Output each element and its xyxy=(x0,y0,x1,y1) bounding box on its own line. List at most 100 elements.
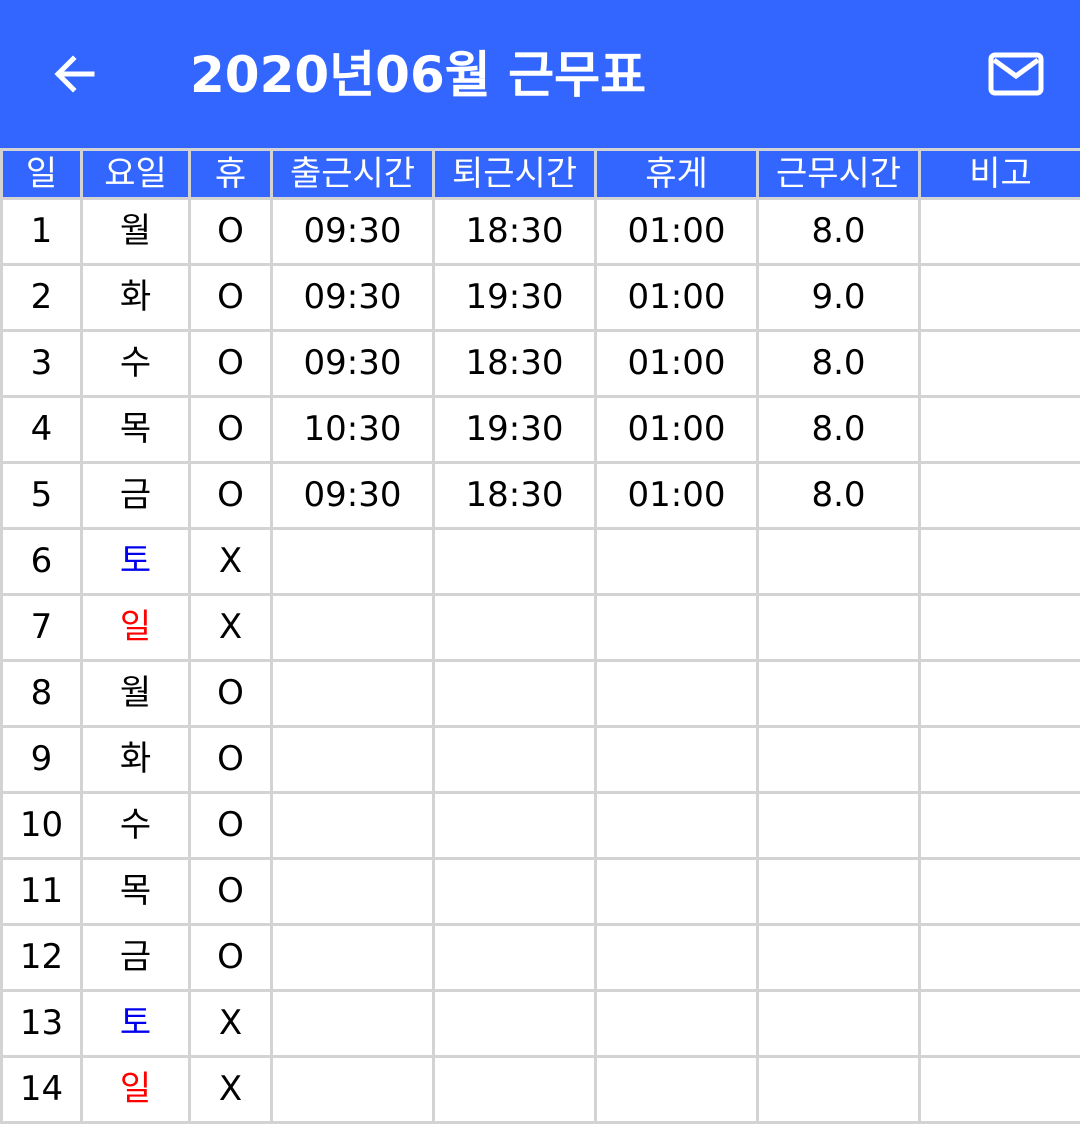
end-time-cell: 18:30 xyxy=(434,331,596,397)
rest-cell: O xyxy=(190,265,272,331)
rest-cell: O xyxy=(190,463,272,529)
rest-cell: O xyxy=(190,727,272,793)
arrow-left-icon xyxy=(50,50,98,98)
start-time-cell xyxy=(272,859,434,925)
weekday-cell: 목 xyxy=(82,397,190,463)
start-time-cell xyxy=(272,661,434,727)
column-header-day: 일 xyxy=(2,150,82,199)
end-time-cell xyxy=(434,859,596,925)
break-cell xyxy=(596,859,758,925)
start-time-cell xyxy=(272,991,434,1057)
end-time-cell: 19:30 xyxy=(434,265,596,331)
day-cell: 7 xyxy=(2,595,82,661)
work-hours-cell: 9.0 xyxy=(758,265,920,331)
break-cell xyxy=(596,661,758,727)
work-hours-cell xyxy=(758,793,920,859)
mail-button[interactable] xyxy=(982,44,1050,104)
weekday-cell: 수 xyxy=(82,793,190,859)
end-time-cell xyxy=(434,1057,596,1123)
work-hours-cell: 8.0 xyxy=(758,397,920,463)
day-cell: 12 xyxy=(2,925,82,991)
break-cell xyxy=(596,1057,758,1123)
day-cell: 11 xyxy=(2,859,82,925)
work-hours-cell xyxy=(758,595,920,661)
work-hours-cell: 8.0 xyxy=(758,331,920,397)
column-header-rest: 휴 xyxy=(190,150,272,199)
work-hours-cell xyxy=(758,859,920,925)
note-cell xyxy=(920,265,1080,331)
start-time-cell xyxy=(272,1057,434,1123)
weekday-cell: 일 xyxy=(82,595,190,661)
weekday-cell: 토 xyxy=(82,991,190,1057)
day-cell: 14 xyxy=(2,1057,82,1123)
rest-cell: O xyxy=(190,859,272,925)
rest-cell: X xyxy=(190,1057,272,1123)
work-hours-cell xyxy=(758,991,920,1057)
note-cell xyxy=(920,925,1080,991)
note-cell xyxy=(920,199,1080,265)
back-button[interactable] xyxy=(44,44,104,104)
end-time-cell: 18:30 xyxy=(434,463,596,529)
rest-cell: X xyxy=(190,991,272,1057)
day-cell: 13 xyxy=(2,991,82,1057)
work-hours-cell xyxy=(758,925,920,991)
note-cell xyxy=(920,397,1080,463)
weekday-cell: 목 xyxy=(82,859,190,925)
app-bar: 2020년06월 근무표 xyxy=(0,0,1080,148)
day-cell: 10 xyxy=(2,793,82,859)
column-header-end-time: 퇴근시간 xyxy=(434,150,596,199)
end-time-cell xyxy=(434,991,596,1057)
day-cell: 9 xyxy=(2,727,82,793)
work-hours-cell xyxy=(758,727,920,793)
end-time-cell: 19:30 xyxy=(434,397,596,463)
weekday-cell: 토 xyxy=(82,529,190,595)
break-cell: 01:00 xyxy=(596,199,758,265)
break-cell: 01:00 xyxy=(596,463,758,529)
end-time-cell xyxy=(434,793,596,859)
day-cell: 3 xyxy=(2,331,82,397)
page-title: 2020년06월 근무표 xyxy=(190,40,646,110)
column-header-note: 비고 xyxy=(920,150,1080,199)
day-cell: 4 xyxy=(2,397,82,463)
mail-icon xyxy=(988,52,1044,96)
start-time-cell xyxy=(272,925,434,991)
rest-cell: O xyxy=(190,661,272,727)
start-time-cell: 09:30 xyxy=(272,265,434,331)
note-cell xyxy=(920,331,1080,397)
start-time-cell: 10:30 xyxy=(272,397,434,463)
start-time-cell: 09:30 xyxy=(272,331,434,397)
day-cell: 2 xyxy=(2,265,82,331)
rest-cell: O xyxy=(190,925,272,991)
work-hours-cell: 8.0 xyxy=(758,199,920,265)
work-hours-cell: 8.0 xyxy=(758,463,920,529)
break-cell xyxy=(596,727,758,793)
note-cell xyxy=(920,793,1080,859)
weekday-cell: 수 xyxy=(82,331,190,397)
break-cell xyxy=(596,529,758,595)
break-cell: 01:00 xyxy=(596,331,758,397)
weekday-cell: 금 xyxy=(82,463,190,529)
work-hours-cell xyxy=(758,529,920,595)
rest-cell: X xyxy=(190,529,272,595)
break-cell: 01:00 xyxy=(596,397,758,463)
end-time-cell xyxy=(434,661,596,727)
column-header-weekday: 요일 xyxy=(82,150,190,199)
column-header-break: 휴게 xyxy=(596,150,758,199)
start-time-cell: 09:30 xyxy=(272,463,434,529)
